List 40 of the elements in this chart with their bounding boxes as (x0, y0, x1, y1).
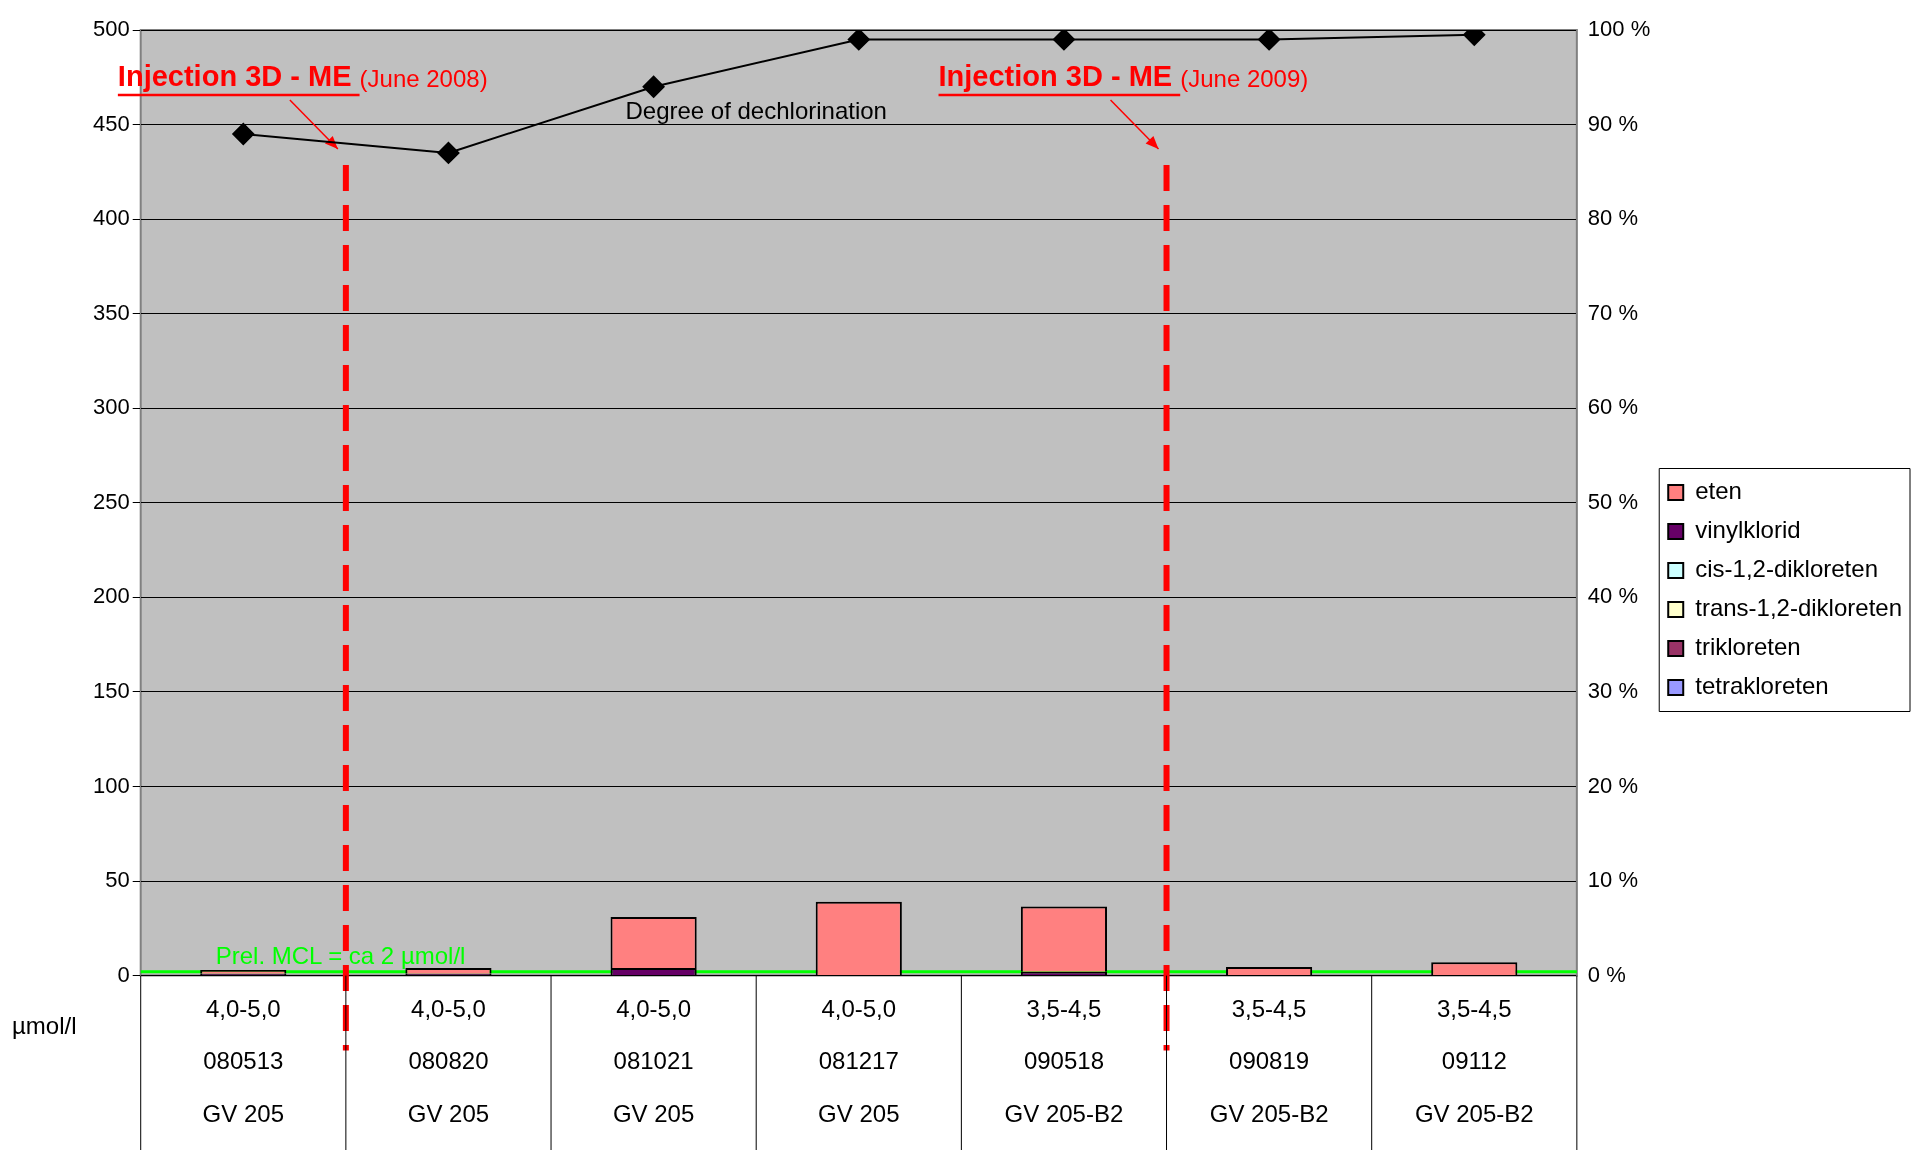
y-tick-label: 250 (92, 488, 130, 514)
legend-label: vinylklorid (1695, 516, 1801, 544)
y-tick-label: 400 (92, 205, 130, 231)
y2-tick-label: 30 % (1587, 677, 1639, 703)
x-tick-label: 3,5-4,5 09112 GV 205-B2 (1414, 994, 1534, 1128)
x-tick-label: 4,0-5,0 080513 GV 205 (202, 994, 284, 1128)
x-tick-label: 4,0-5,0 081021 GV 205 (612, 994, 695, 1128)
y-tick-label: 150 (92, 677, 130, 703)
annotation: Injection 3D - ME (June 2009) (938, 60, 1309, 92)
y-tick-label: 50 (105, 867, 130, 893)
ref-line-label: Prel. MCL = ca 2 µmol/l (215, 942, 466, 970)
annotation: Injection 3D - ME (June 2008) (117, 60, 488, 92)
y2-tick-label: 50 % (1587, 488, 1639, 514)
y-tick-label: 500 (92, 16, 130, 42)
y2-tick-label: 80 % (1587, 205, 1639, 231)
y2-tick-label: 0 % (1587, 961, 1626, 987)
y2-tick-label: 70 % (1587, 299, 1639, 325)
y-tick-label: 350 (92, 299, 130, 325)
y2-tick-label: 40 % (1587, 583, 1639, 609)
y2-tick-label: 90 % (1587, 110, 1639, 136)
y2-tick-label: 10 % (1587, 867, 1639, 893)
legend-label: tetrakloreten (1695, 672, 1829, 700)
y2-tick-label: 20 % (1587, 772, 1639, 798)
y2-tick-label: 60 % (1587, 394, 1639, 420)
y-axis-title: µmol/l (12, 1012, 77, 1040)
legend-label: cis-1,2-dikloreten (1695, 555, 1878, 583)
series-label: Degree of dechlorination (625, 97, 887, 125)
y-tick-label: 200 (92, 583, 130, 609)
x-tick-label: 4,0-5,0 080820 GV 205 (407, 994, 490, 1128)
legend-label: trikloreten (1695, 633, 1801, 661)
y2-tick-label: 100 % (1587, 16, 1651, 42)
legend-label: eten (1695, 477, 1742, 505)
x-tick-label: 4,0-5,0 081217 GV 205 (818, 994, 900, 1128)
x-tick-label: 3,5-4,5 090819 GV 205-B2 (1209, 994, 1329, 1128)
y-tick-label: 450 (92, 110, 130, 136)
x-tick-label: 3,5-4,5 090518 GV 205-B2 (1004, 994, 1124, 1128)
legend-label: trans-1,2-dikloreten (1695, 594, 1902, 622)
y-tick-label: 300 (92, 394, 130, 420)
y-tick-label: 0 (117, 961, 130, 987)
y-tick-label: 100 (92, 772, 130, 798)
